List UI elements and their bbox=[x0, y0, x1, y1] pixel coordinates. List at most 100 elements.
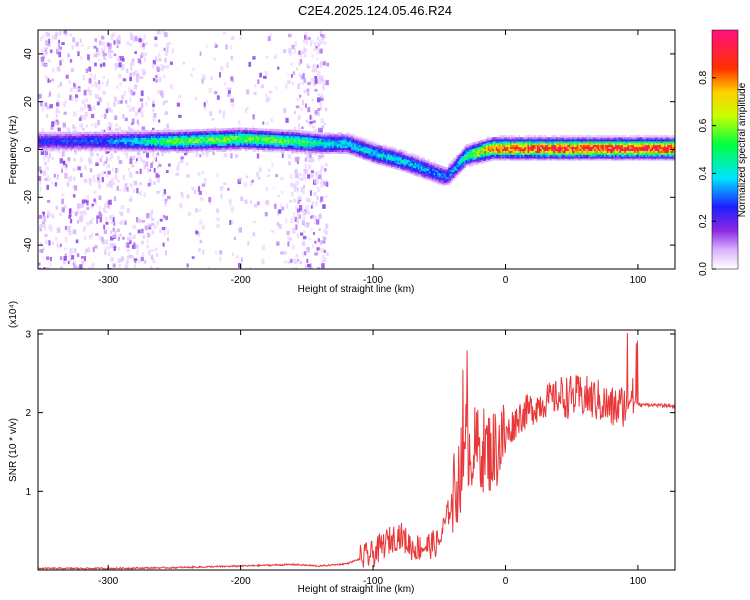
heatmap-ridge-cell bbox=[389, 148, 392, 151]
heatmap-ridge-cell bbox=[125, 129, 128, 133]
heatmap-ridge-cell bbox=[131, 139, 134, 142]
heatmap-noise-cell bbox=[317, 238, 320, 243]
heatmap-ridge-cell bbox=[311, 133, 314, 136]
heatmap-ridge-cell bbox=[459, 168, 462, 171]
heatmap-ridge-cell bbox=[130, 137, 133, 140]
heatmap-ridge-cell bbox=[490, 141, 494, 144]
heatmap-ridge-cell bbox=[349, 137, 352, 140]
heatmap-noise-cell bbox=[134, 69, 138, 75]
heatmap-ridge-cell bbox=[548, 140, 551, 144]
heatmap-ridge-cell bbox=[416, 166, 419, 169]
heatmap-noise-cell bbox=[304, 48, 307, 53]
heatmap-noise-cell bbox=[294, 48, 296, 54]
heatmap-ridge-cell bbox=[311, 152, 314, 155]
heatmap-ridge-cell bbox=[546, 139, 549, 142]
heatmap-noise-cell bbox=[238, 177, 242, 182]
heatmap-noise-cell bbox=[256, 153, 260, 159]
heatmap-noise-cell bbox=[253, 91, 257, 96]
heatmap-ridge-cell bbox=[433, 176, 436, 180]
heatmap-ridge-cell bbox=[328, 141, 331, 145]
heatmap-ridge-cell bbox=[306, 140, 309, 143]
heatmap-ridge-cell bbox=[351, 141, 354, 144]
heatmap-ridge-cell bbox=[346, 141, 349, 145]
heatmap-ridge-cell bbox=[492, 158, 495, 161]
heatmap-ridge-cell bbox=[290, 148, 293, 152]
heatmap-ridge-cell bbox=[357, 143, 360, 147]
heatmap-ridge-cell bbox=[281, 146, 284, 149]
heatmap-ridge-cell bbox=[494, 152, 497, 155]
heatmap-ridge-cell bbox=[257, 141, 260, 144]
heatmap-ridge-cell bbox=[195, 136, 198, 140]
heatmap-noise-cell bbox=[267, 36, 271, 41]
heatmap-ridge-cell bbox=[346, 134, 349, 137]
heatmap-ridge-cell bbox=[123, 143, 126, 146]
heatmap-noise-cell bbox=[310, 77, 314, 84]
heatmap-noise-cell bbox=[104, 161, 107, 164]
heatmap-ridge-cell bbox=[255, 141, 258, 144]
heatmap-ridge-cell bbox=[169, 149, 173, 152]
heatmap-noise-cell bbox=[125, 242, 128, 248]
heatmap-ridge-cell bbox=[395, 159, 398, 162]
heatmap-ridge-cell bbox=[333, 143, 336, 147]
heatmap-ridge-cell bbox=[494, 139, 497, 142]
heatmap-ridge-cell bbox=[514, 146, 517, 149]
heatmap-ridge-cell bbox=[516, 140, 519, 144]
heatmap-noise-cell bbox=[56, 120, 60, 126]
heatmap-ridge-cell bbox=[327, 132, 330, 135]
heatmap-ridge-cell bbox=[174, 139, 177, 142]
heatmap-ridge-cell bbox=[144, 133, 147, 137]
heatmap-noise-cell bbox=[63, 247, 67, 251]
heatmap-ridge-cell bbox=[217, 139, 220, 143]
heatmap-ridge-cell bbox=[462, 165, 465, 168]
heatmap-ridge-cell bbox=[235, 133, 238, 136]
heatmap-ridge-cell bbox=[282, 129, 285, 132]
heatmap-noise-cell bbox=[296, 212, 300, 219]
heatmap-noise-cell bbox=[145, 161, 149, 167]
heatmap-ridge-cell bbox=[144, 137, 147, 140]
heatmap-ridge-cell bbox=[440, 175, 443, 178]
heatmap-ridge-cell bbox=[49, 149, 52, 152]
heatmap-ridge-cell bbox=[535, 152, 538, 155]
heatmap-ridge-cell bbox=[351, 137, 354, 141]
heatmap-ridge-cell bbox=[498, 152, 502, 155]
heatmap-noise-cell bbox=[116, 45, 119, 49]
heatmap-ridge-cell bbox=[246, 137, 249, 140]
heatmap-ridge-cell bbox=[236, 141, 239, 144]
heatmap-noise-cell bbox=[40, 225, 43, 229]
heatmap-ridge-cell bbox=[254, 139, 257, 142]
heatmap-ridge-cell bbox=[505, 140, 508, 144]
heatmap-ridge-cell bbox=[222, 133, 225, 137]
heatmap-noise-cell bbox=[176, 102, 180, 107]
heatmap-noise-cell bbox=[230, 98, 234, 103]
heatmap-ridge-cell bbox=[266, 144, 269, 147]
heatmap-ridge-cell bbox=[44, 141, 47, 144]
heatmap-ridge-cell bbox=[146, 145, 149, 148]
heatmap-ridge-cell bbox=[440, 180, 443, 184]
heatmap-ridge-cell bbox=[419, 169, 422, 172]
heatmap-ridge-cell bbox=[338, 136, 341, 139]
heatmap-ridge-cell bbox=[424, 173, 427, 176]
heatmap-ridge-cell bbox=[522, 152, 525, 155]
heatmap-ridge-cell bbox=[519, 137, 522, 140]
heatmap-ridge-cell bbox=[449, 173, 452, 176]
heatmap-noise-cell bbox=[223, 82, 227, 86]
heatmap-noise-cell bbox=[164, 57, 167, 63]
heatmap-noise-cell bbox=[140, 90, 144, 96]
heatmap-noise-cell bbox=[73, 176, 76, 181]
heatmap-noise-cell bbox=[307, 92, 310, 96]
heatmap-noise-cell bbox=[303, 89, 307, 94]
heatmap-ridge-cell bbox=[246, 131, 249, 134]
heatmap-ridge-cell bbox=[483, 141, 486, 144]
heatmap-ridge-cell bbox=[452, 173, 455, 176]
heatmap-ridge-cell bbox=[220, 139, 223, 143]
heatmap-ridge-cell bbox=[537, 146, 540, 149]
heatmap-noise-cell bbox=[56, 227, 61, 233]
heatmap-noise-cell bbox=[98, 59, 101, 62]
heatmap-ridge-cell bbox=[517, 144, 521, 148]
heatmap-ridge-cell bbox=[176, 141, 179, 144]
heatmap-ridge-cell bbox=[440, 165, 443, 168]
heatmap-noise-cell bbox=[106, 263, 109, 267]
heatmap-ridge-cell bbox=[405, 158, 408, 162]
heatmap-ridge-cell bbox=[543, 152, 546, 155]
heatmap-ridge-cell bbox=[432, 178, 435, 181]
